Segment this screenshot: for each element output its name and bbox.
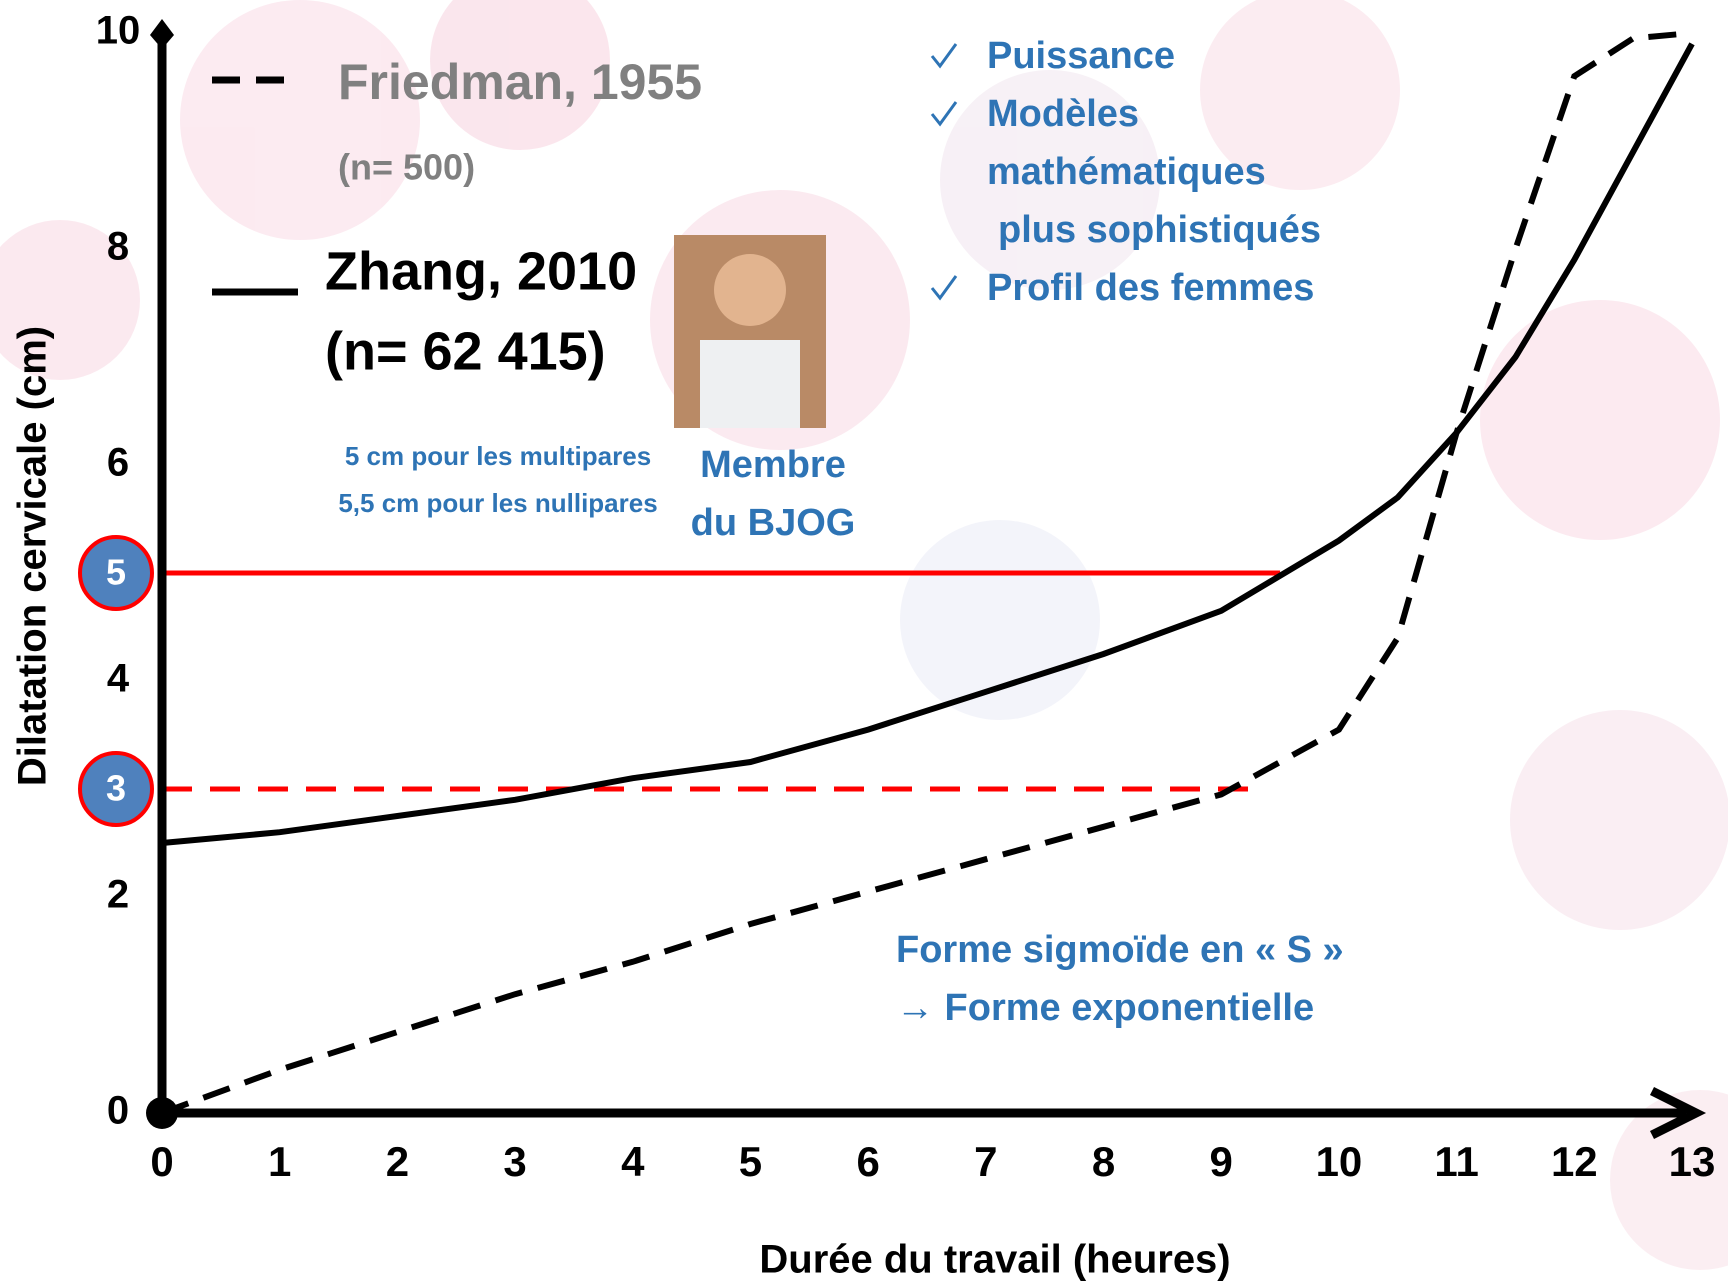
- x-tick-label: 3: [503, 1138, 526, 1185]
- x-tick-label: 10: [1316, 1138, 1363, 1185]
- reference-label: 3: [106, 768, 126, 809]
- y-tick-label: 6: [107, 441, 129, 485]
- reference-label: 5: [106, 552, 126, 593]
- y-tick-label: 10: [96, 9, 141, 53]
- x-tick-label: 4: [621, 1138, 645, 1185]
- x-tick-label: 7: [974, 1138, 997, 1185]
- x-tick-label: 6: [856, 1138, 879, 1185]
- x-axis-title: Durée du travail (heures): [759, 1238, 1230, 1282]
- annotation: Forme sigmoïde en « S »: [896, 929, 1344, 971]
- legend-sample: (n= 62 415): [325, 321, 606, 381]
- checklist-item: Profil des femmes: [987, 267, 1314, 309]
- y-tick-label: 2: [107, 873, 129, 917]
- photo-caption: Membre: [700, 444, 846, 486]
- legend-label: Zhang, 2010: [325, 241, 637, 301]
- y-axis-arrow: [150, 19, 174, 49]
- x-tick-label: 13: [1669, 1138, 1716, 1185]
- y-tick-label: 8: [107, 225, 129, 269]
- x-tick-label: 8: [1092, 1138, 1115, 1185]
- x-tick-label: 9: [1210, 1138, 1233, 1185]
- y-tick-label: 0: [107, 1089, 129, 1133]
- note: 5 cm pour les multipares: [345, 441, 651, 471]
- checklist-item: mathématiques: [987, 151, 1266, 193]
- note: 5,5 cm pour les nullipares: [338, 488, 657, 518]
- legend-sample: (n= 500): [338, 147, 475, 188]
- legend-label: Friedman, 1955: [338, 54, 702, 110]
- x-tick-label: 11: [1434, 1138, 1478, 1185]
- x-tick-label: 0: [150, 1138, 173, 1185]
- checklist-item: plus sophistiqués: [998, 209, 1321, 251]
- photo: [674, 235, 826, 428]
- annotation: → Forme exponentielle: [896, 987, 1314, 1029]
- photo-caption: du BJOG: [691, 502, 856, 544]
- checklist-item: Modèles: [987, 93, 1139, 135]
- x-tick-label: 2: [386, 1138, 409, 1185]
- y-axis-title: Dilatation cervicale (cm): [11, 326, 55, 786]
- checklist-item: Puissance: [987, 35, 1175, 77]
- x-tick-label: 5: [739, 1138, 762, 1185]
- x-tick-label: 12: [1551, 1138, 1598, 1185]
- slide: Durée du travail (heures) Dilatation cer…: [0, 0, 1728, 1288]
- x-tick-label: 1: [268, 1138, 291, 1185]
- y-tick-label: 4: [107, 657, 130, 701]
